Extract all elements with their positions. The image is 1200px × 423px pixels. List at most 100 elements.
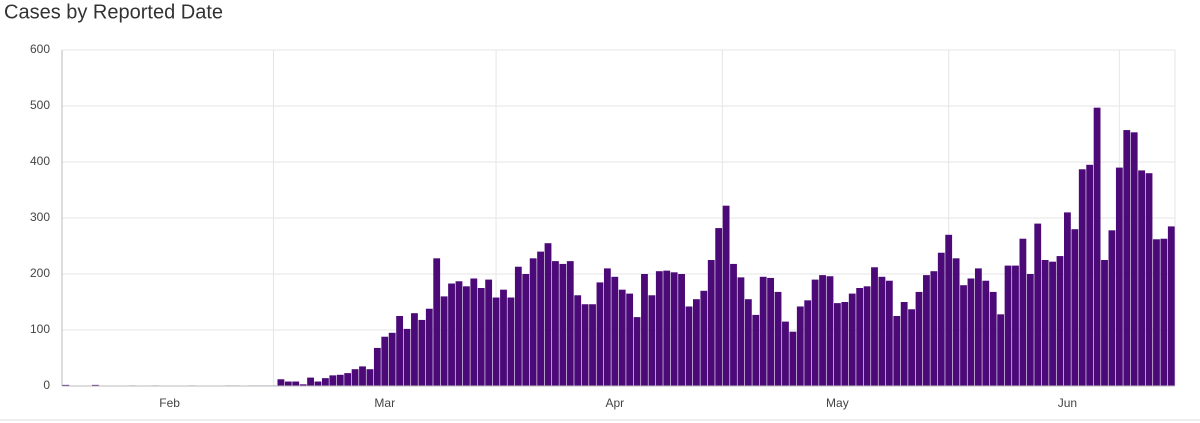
bar [923,275,930,386]
bar [930,271,938,386]
bar [707,260,715,386]
chart-title: Cases by Reported Date [4,1,223,23]
bar [952,258,960,386]
bar [752,314,760,386]
bar [500,289,507,386]
bar [737,277,745,386]
bar [908,309,915,386]
bar [744,299,752,386]
bar [351,369,359,386]
bar [885,280,893,386]
bar [833,303,841,386]
bar [492,297,500,386]
bar [425,308,433,386]
y-tick-label: 500 [30,98,50,112]
bar [418,319,426,386]
bar [544,243,552,386]
bar [470,278,478,386]
y-tick-label: 600 [30,42,50,56]
bar [314,381,322,386]
bar [1019,238,1027,386]
bar [373,347,381,386]
bar [589,304,596,386]
bar [856,288,864,386]
bar [307,377,314,386]
bar [937,252,945,386]
bar [1130,132,1138,386]
bar [1153,239,1160,386]
bar [789,331,797,386]
bar [440,296,448,386]
bar [997,314,1005,386]
bar [611,276,619,386]
bar [655,271,663,386]
bar [826,276,834,386]
bar [514,266,522,386]
bar [433,258,441,386]
bar [403,328,411,386]
bar [796,306,804,386]
bar [782,321,789,386]
bar [804,300,812,386]
y-tick-label: 300 [30,210,50,224]
bar [945,234,953,386]
bar [284,381,292,386]
x-tick-label: Jun [1058,396,1077,410]
bar [329,375,337,386]
y-tick-label: 200 [30,266,50,280]
bar [1086,164,1094,386]
bar [522,274,530,386]
x-tick-label: Apr [605,396,624,410]
bar [596,282,604,386]
bar [774,291,782,386]
bar [336,374,344,386]
bar [1108,230,1116,386]
bar [292,381,300,386]
bar [670,272,678,386]
bar [1115,167,1123,386]
bar [989,291,997,386]
x-tick-label: Feb [159,396,180,410]
bar [1034,223,1042,386]
bar [633,317,641,386]
bar [529,258,537,386]
bar [1078,169,1086,386]
bar [344,373,352,386]
y-tick-label: 0 [43,378,50,392]
bar [1064,212,1071,386]
bar [448,283,455,386]
x-tick-label: May [826,396,849,410]
bar [1041,260,1049,386]
bar [678,274,685,386]
bar [1056,256,1064,386]
x-tick-label: Mar [374,396,395,410]
bar [848,293,856,386]
bar [1093,107,1101,387]
bar [960,285,967,386]
bar [618,289,626,386]
y-tick-label: 400 [30,154,50,168]
bar [1123,130,1131,386]
bar [537,251,544,386]
bar [1145,173,1153,386]
bar [811,279,819,386]
bar [863,286,871,386]
bar [626,293,634,386]
bar [507,297,515,386]
bar [574,295,582,386]
bar [559,263,567,386]
bar [915,291,923,386]
bar [477,288,485,386]
bar [767,277,775,386]
bar [381,336,389,386]
bar [62,384,70,386]
bar [641,274,648,386]
bar [1026,274,1034,386]
bar [1138,170,1146,386]
bar [1049,261,1056,386]
bar [388,332,396,386]
bar [871,267,878,386]
bar [1071,229,1079,386]
bar [359,366,366,386]
